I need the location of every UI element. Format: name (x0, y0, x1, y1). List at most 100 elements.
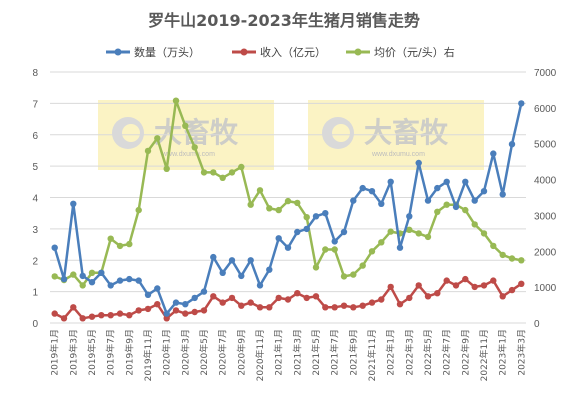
y-right-tick-label: 4000 (534, 176, 557, 187)
watermark-logo-inner-icon (122, 124, 140, 142)
y-right-tick-label: 0 (534, 319, 540, 330)
legend-label-qty: 数量（万头） (134, 46, 200, 59)
data-point (359, 262, 366, 269)
series-0 (51, 100, 525, 317)
y-left-tick-label: 7 (32, 99, 38, 110)
data-point (163, 165, 170, 172)
data-point (107, 282, 114, 289)
data-point (172, 307, 180, 314)
data-point (88, 313, 96, 320)
series-1 (51, 275, 525, 322)
y-right-tick-label: 2000 (534, 247, 557, 258)
y-left-tick-label: 5 (32, 162, 38, 173)
data-point (200, 307, 208, 314)
data-point (182, 122, 189, 129)
data-point (228, 294, 236, 302)
data-point (88, 269, 96, 276)
x-tick-label: 2020年3月 (179, 329, 191, 376)
x-tick-label: 2020年7月 (217, 329, 229, 376)
data-point (312, 213, 320, 220)
data-point (266, 205, 273, 212)
data-point (51, 244, 58, 251)
legend-swatch-dot (114, 48, 122, 56)
data-point (331, 246, 338, 253)
data-point (219, 174, 226, 181)
data-point (480, 282, 488, 289)
y-left-tick-label: 2 (32, 256, 38, 267)
legend-item-income: 收入（亿元） (232, 45, 326, 59)
data-point (182, 310, 189, 317)
data-point (462, 178, 469, 185)
data-point (443, 201, 450, 208)
x-tick-label: 2022年9月 (459, 329, 471, 376)
data-point (191, 144, 198, 151)
data-point (126, 312, 133, 319)
data-point (247, 299, 254, 306)
x-tick-label: 2019年5月 (86, 329, 98, 376)
data-point (154, 301, 161, 308)
data-point (462, 206, 469, 214)
x-tick-label: 2019年1月 (49, 329, 61, 376)
data-point (135, 277, 142, 284)
y-left-tick-label: 4 (32, 194, 38, 205)
legend-label-price: 均价（元/头）右 (374, 45, 455, 59)
data-point (508, 286, 516, 294)
y-axis-left: 0 1 2 3 4 5 6 7 8 (32, 68, 38, 330)
data-point (387, 283, 394, 291)
data-point (154, 135, 161, 142)
data-point (340, 273, 348, 280)
data-point (126, 240, 133, 248)
data-point (70, 271, 77, 278)
data-point (499, 293, 506, 300)
data-point (490, 277, 497, 284)
y-left-tick-label: 3 (32, 225, 38, 236)
data-point (98, 269, 105, 276)
y-right-tick-label: 7000 (534, 68, 557, 79)
x-tick-label: 2022年11月 (478, 329, 490, 381)
watermark-url: www.dxumu.com (161, 151, 215, 158)
data-point (116, 242, 124, 250)
x-tick-label: 2022年3月 (403, 329, 415, 376)
data-point (200, 169, 208, 176)
data-point (79, 272, 86, 280)
data-point (284, 244, 292, 251)
data-point (70, 200, 77, 207)
data-point (88, 279, 96, 286)
chart-title: 罗牛山2019-2023年生猪月销售走势 (148, 11, 420, 30)
data-point (331, 238, 338, 245)
data-point (210, 169, 217, 176)
watermark-text: 大畜牧 (154, 116, 239, 149)
data-point (219, 299, 226, 306)
data-point (135, 307, 142, 314)
data-point (116, 277, 124, 284)
legend-item-qty: 数量（万头） (106, 46, 200, 59)
data-point (256, 304, 264, 311)
data-point (266, 304, 273, 311)
data-point (107, 312, 114, 319)
watermark-logo-inner-icon (332, 124, 350, 142)
y-left-tick-label: 6 (32, 131, 38, 142)
data-point (443, 178, 450, 185)
data-point (219, 269, 226, 276)
data-point (116, 310, 124, 317)
y-right-tick-label: 3000 (534, 211, 557, 222)
x-tick-label: 2020年1月 (161, 329, 173, 376)
data-point (415, 159, 422, 167)
data-point (368, 248, 376, 255)
x-tick-label: 2020年11月 (254, 329, 266, 381)
x-tick-label: 2020年9月 (235, 329, 247, 376)
data-point (480, 188, 488, 195)
data-point (247, 257, 254, 264)
x-tick-label: 2021年3月 (291, 329, 303, 376)
data-point (518, 257, 525, 264)
data-point (350, 271, 357, 278)
data-point (79, 315, 86, 322)
data-point (303, 225, 310, 233)
data-point (499, 191, 506, 198)
data-point (275, 294, 282, 302)
x-tick-label: 2019年11月 (142, 329, 154, 381)
data-point (331, 304, 338, 311)
y-left-tick-label: 1 (32, 288, 38, 299)
x-tick-label: 2019年3月 (67, 329, 79, 376)
data-point (406, 294, 413, 302)
